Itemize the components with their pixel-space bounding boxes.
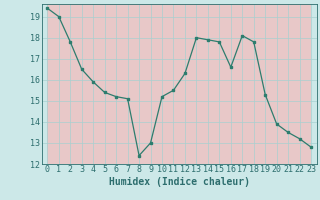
Bar xyxy=(242,4,254,164)
Bar xyxy=(105,4,116,164)
Bar xyxy=(277,4,288,164)
Bar xyxy=(231,4,242,164)
Bar xyxy=(185,4,196,164)
X-axis label: Humidex (Indice chaleur): Humidex (Indice chaleur) xyxy=(109,177,250,187)
Bar xyxy=(196,4,208,164)
Bar xyxy=(265,4,277,164)
Bar xyxy=(254,4,265,164)
Bar xyxy=(82,4,93,164)
Bar xyxy=(70,4,82,164)
Bar xyxy=(300,4,311,164)
Bar xyxy=(59,4,70,164)
Bar xyxy=(47,4,59,164)
Bar xyxy=(139,4,150,164)
Bar xyxy=(116,4,128,164)
Bar xyxy=(128,4,139,164)
Bar xyxy=(219,4,231,164)
Bar xyxy=(208,4,219,164)
Bar xyxy=(162,4,173,164)
Bar xyxy=(150,4,162,164)
Bar xyxy=(173,4,185,164)
Bar xyxy=(288,4,300,164)
Bar xyxy=(93,4,105,164)
